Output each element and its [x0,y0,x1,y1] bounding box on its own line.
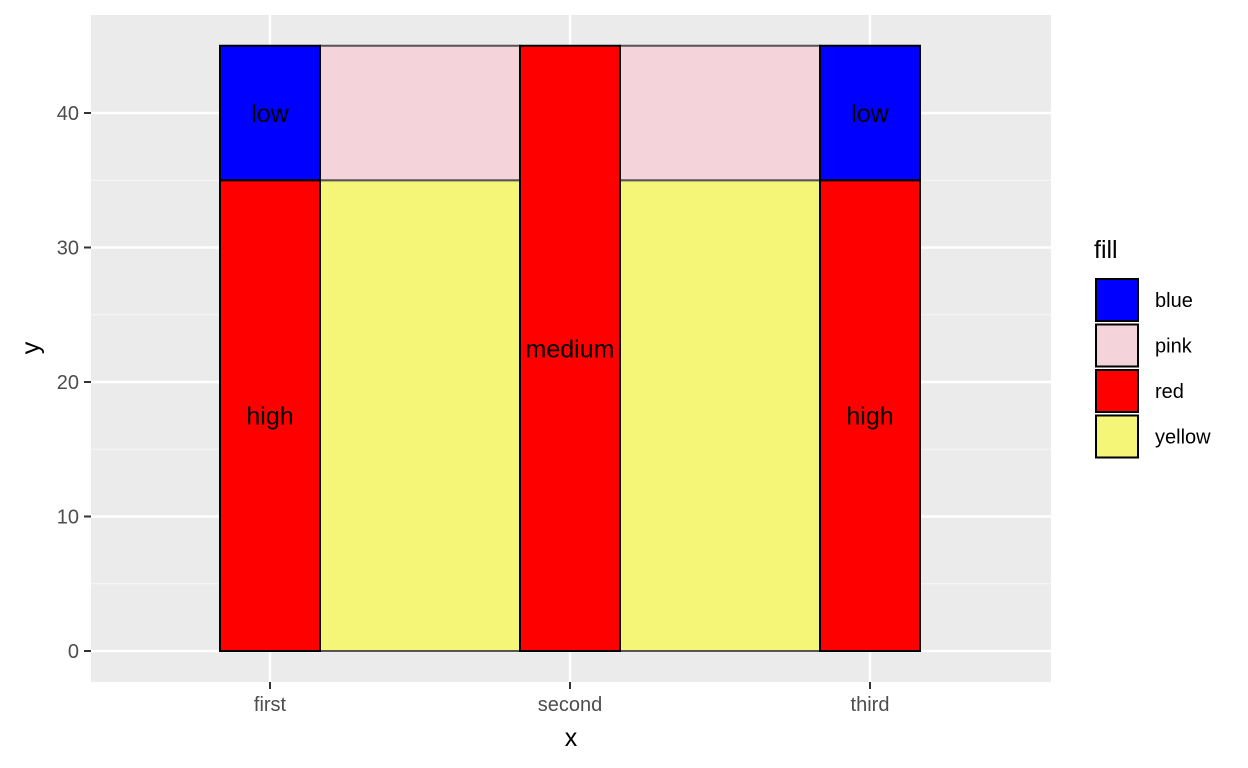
y-tick-label: 10 [57,507,79,529]
background-rect-pink [619,44,821,182]
legend-label: yellow [1155,427,1211,449]
background-rect-yellow [619,179,821,652]
y-tick-label: 30 [57,238,79,260]
y-tick-label: 40 [57,103,79,125]
y-tick-label: 20 [57,372,79,394]
bar-first-high [219,179,321,652]
y-tick-label: 0 [68,641,79,663]
bar-labels: high low medium high low [246,100,893,431]
bar-label: high [846,403,893,431]
bar-label: medium [526,335,615,363]
bar-label: low [251,100,289,128]
x-axis: first second third [254,682,890,716]
legend-title: fill [1094,236,1118,264]
legend-key-blue [1095,278,1139,322]
background-rect-pink [319,44,521,182]
bar-second-medium [519,44,621,652]
legend-label: blue [1155,290,1193,312]
bar-third-low [819,44,921,182]
x-axis-title: x [565,724,578,752]
legend: fill blue pink red yellow [1094,236,1211,459]
bar-label: high [246,403,293,431]
legend-key-red [1095,369,1139,413]
legend-label: pink [1155,336,1193,358]
legend-key-yellow [1095,414,1139,459]
legend-key-pink [1095,323,1139,368]
y-axis-title: y [17,341,45,354]
background-rect-yellow [319,179,521,652]
x-tick-label: third [851,694,890,716]
x-tick-label: first [254,694,287,716]
bar-label: low [851,100,889,128]
x-tick-label: second [538,694,603,716]
bar-third-high [819,179,921,652]
bar-first-low [219,44,321,182]
bars [219,44,921,652]
y-axis: 0 10 20 30 40 [57,103,91,663]
legend-label: red [1155,381,1184,403]
